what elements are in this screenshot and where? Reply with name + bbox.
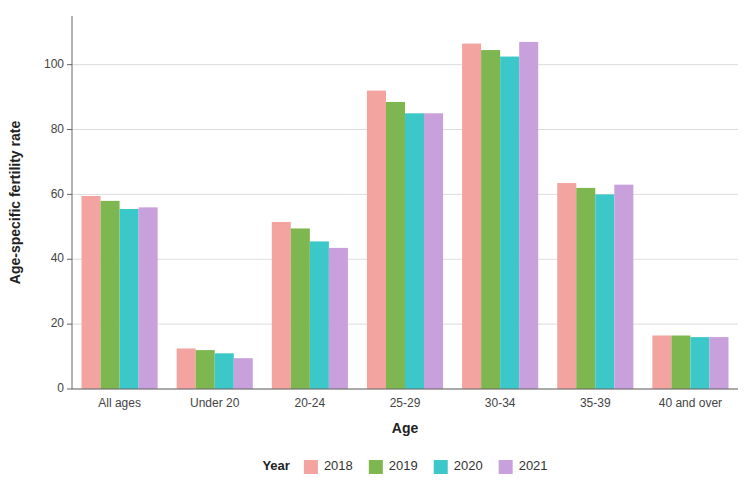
bar <box>405 113 424 389</box>
bar <box>595 194 614 389</box>
legend: Year 2018 2019 2020 2021 <box>262 458 547 474</box>
bar <box>652 335 671 389</box>
bars <box>82 42 729 389</box>
grid-line <box>72 389 738 390</box>
x-axis-line <box>72 389 738 390</box>
bar <box>386 102 405 389</box>
y-axis-label: Age-specific fertility rate <box>7 121 23 285</box>
bar <box>500 57 519 389</box>
bar <box>234 358 253 389</box>
x-tick-label: All ages <box>98 396 141 410</box>
x-axis-label: Age <box>392 420 419 436</box>
y-tick-label: 20 <box>51 316 65 330</box>
x-tick-label: 40 and over <box>659 396 722 410</box>
y-axis-line <box>72 16 73 389</box>
legend-swatch <box>369 460 383 474</box>
tick-mark <box>67 194 72 195</box>
tick-mark <box>67 324 72 325</box>
x-tick-label: Under 20 <box>190 396 240 410</box>
legend-swatch <box>499 460 513 474</box>
tick-mark <box>67 64 72 65</box>
x-ticks: All ages Under 20 20-24 25-29 30-34 35-39 40 a… <box>98 396 722 410</box>
legend-label: 2021 <box>519 458 548 473</box>
bar <box>462 44 481 389</box>
bar <box>709 337 728 389</box>
bar <box>671 335 690 389</box>
bar <box>291 228 310 389</box>
y-tick-label: 100 <box>44 57 64 71</box>
bar <box>120 209 139 389</box>
chart: 0 20 40 60 80 100 All ages Under 20 20-24 25-29 30… <box>0 0 754 501</box>
tick-mark <box>67 259 72 260</box>
x-tick-label: 30-34 <box>485 396 516 410</box>
x-tick-label: 35-39 <box>580 396 611 410</box>
bar <box>310 241 329 389</box>
bar <box>82 196 101 389</box>
tick-mark <box>67 129 72 130</box>
bar <box>690 337 709 389</box>
bar <box>519 42 538 389</box>
bar <box>177 348 196 389</box>
bar <box>576 188 595 389</box>
bar <box>139 207 158 389</box>
legend-label: 2020 <box>454 458 483 473</box>
y-ticks: 0 20 40 60 80 100 <box>44 57 72 395</box>
y-tick-label: 40 <box>51 251 65 265</box>
y-tick-label: 0 <box>57 381 64 395</box>
bar <box>367 91 386 389</box>
bar <box>272 222 291 389</box>
grid <box>72 65 738 389</box>
x-tick-label: 25-29 <box>390 396 421 410</box>
y-tick-label: 60 <box>51 187 65 201</box>
legend-label: 2018 <box>324 458 353 473</box>
x-tick-label: 20-24 <box>295 396 326 410</box>
legend-swatch <box>304 460 318 474</box>
legend-swatch <box>434 460 448 474</box>
bar <box>196 350 215 389</box>
bar <box>481 50 500 389</box>
tick-mark <box>67 389 72 390</box>
bar <box>557 183 576 389</box>
grid-line <box>72 64 738 65</box>
bar <box>215 353 234 389</box>
legend-label: 2019 <box>389 458 418 473</box>
bar <box>424 113 443 389</box>
legend-title: Year <box>262 458 289 473</box>
y-tick-label: 80 <box>51 122 65 136</box>
bar <box>614 185 633 389</box>
bar <box>329 248 348 389</box>
bar <box>101 201 120 389</box>
